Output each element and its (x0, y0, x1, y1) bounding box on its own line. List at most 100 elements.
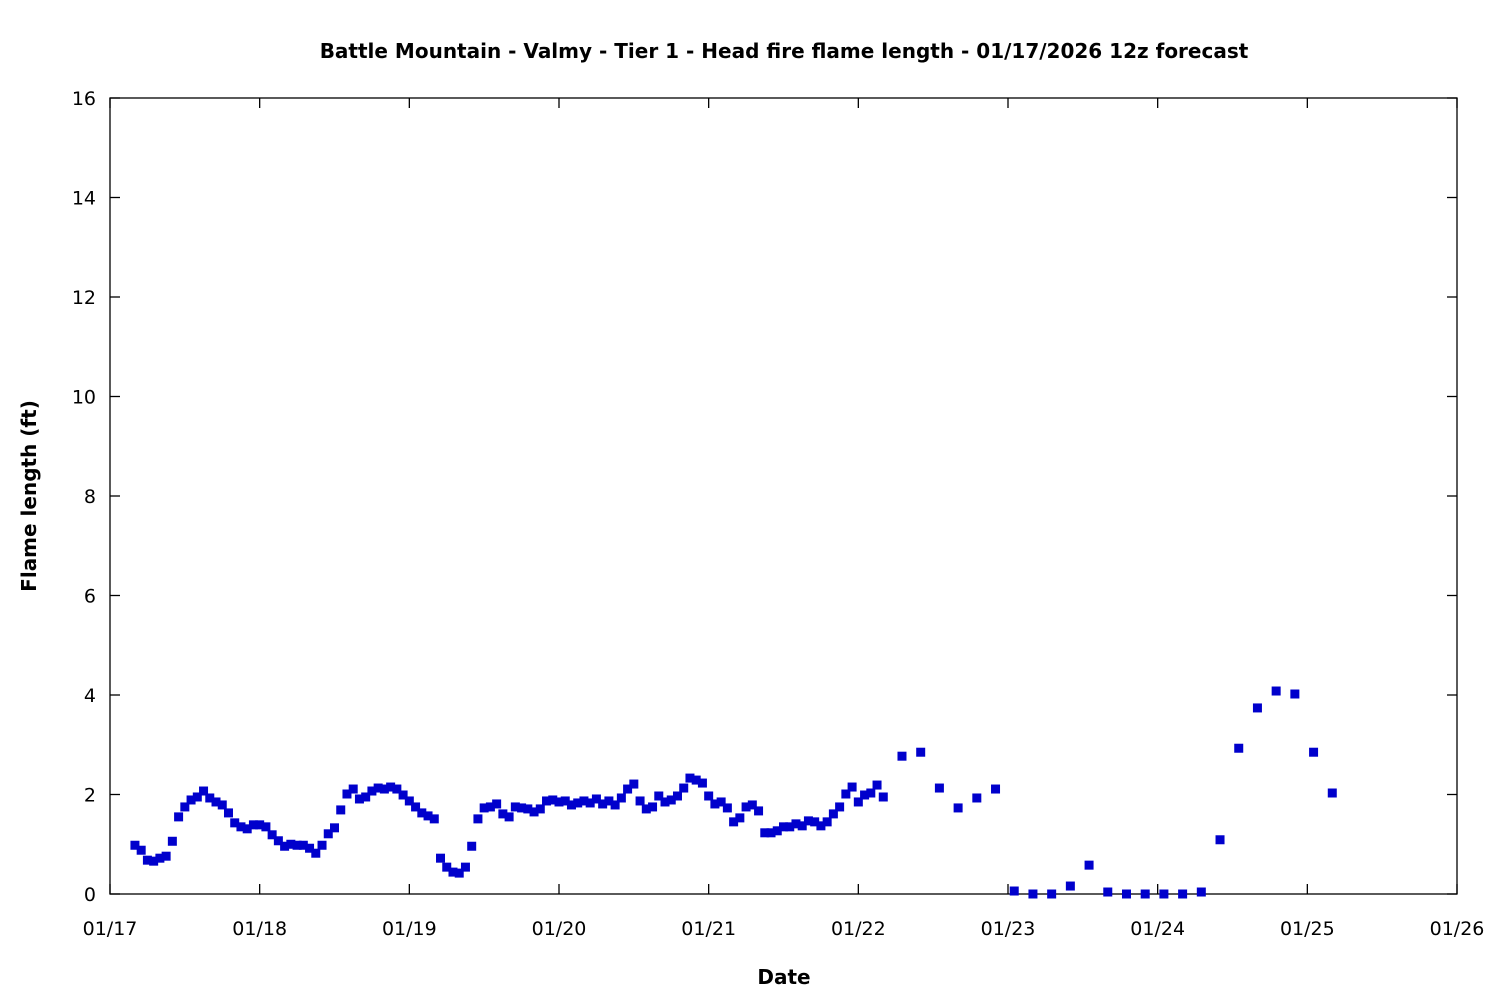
data-point (180, 802, 190, 812)
data-point (722, 803, 732, 813)
y-tick-label: 16 (72, 88, 96, 110)
data-point (1159, 889, 1169, 899)
data-point (660, 797, 670, 807)
data-point (554, 797, 564, 807)
data-point (791, 819, 801, 829)
data-point (897, 751, 907, 761)
data-point (492, 799, 502, 809)
data-point (273, 836, 283, 846)
data-point (261, 822, 271, 832)
data-point (411, 802, 421, 812)
data-point (535, 804, 545, 814)
data-point (566, 800, 576, 810)
data-point (1084, 860, 1094, 870)
data-point (1065, 881, 1075, 891)
data-point (1196, 887, 1206, 897)
data-point (167, 836, 177, 846)
data-point (672, 791, 682, 801)
x-tick-label: 01/19 (382, 918, 437, 940)
x-tick-label: 01/26 (1430, 918, 1485, 940)
data-point (317, 840, 327, 850)
data-point (130, 840, 140, 850)
data-point (1047, 889, 1057, 899)
chart-title: Battle Mountain - Valmy - Tier 1 - Head … (320, 39, 1249, 63)
data-point (510, 802, 520, 812)
data-point (810, 817, 820, 827)
data-point (504, 812, 514, 822)
data-point (442, 862, 452, 872)
data-point (155, 853, 165, 863)
data-point (916, 747, 926, 757)
data-point (336, 805, 346, 815)
data-point (498, 809, 508, 819)
data-point (616, 793, 626, 803)
data-point (666, 795, 676, 805)
data-point (529, 807, 539, 817)
data-point (779, 822, 788, 832)
y-tick-label: 2 (84, 785, 96, 807)
data-point (716, 797, 726, 807)
data-point (704, 791, 714, 801)
data-point (305, 843, 315, 853)
data-point (398, 790, 408, 800)
data-point (292, 840, 302, 850)
data-point (454, 868, 464, 878)
data-point (635, 796, 645, 806)
data-point (330, 823, 339, 833)
data-point (485, 802, 495, 812)
data-point (1140, 889, 1150, 899)
data-point (367, 786, 377, 796)
data-point (149, 856, 159, 866)
data-point (629, 779, 639, 789)
plot-frame (109, 97, 1458, 895)
data-point (816, 821, 826, 831)
data-point (205, 793, 215, 803)
data-point (1252, 703, 1262, 713)
y-tick-label: 8 (84, 486, 96, 508)
data-point (585, 798, 595, 808)
data-point (1121, 889, 1131, 899)
data-point (866, 788, 876, 798)
y-axis-label: Flame length (ft) (17, 400, 41, 592)
data-point (828, 809, 838, 819)
data-point (797, 821, 807, 831)
y-tick-label: 14 (72, 188, 96, 210)
data-point (379, 784, 389, 794)
data-point (747, 800, 757, 810)
data-point (872, 780, 882, 790)
data-point (573, 798, 583, 808)
data-point (1215, 835, 1225, 845)
data-point (473, 814, 483, 824)
data-point (697, 778, 707, 788)
axis-ticks: 01/17 01/18 01/19 01/20 01/21 01/22 01/23 01/24… (72, 88, 1485, 940)
data-point (841, 789, 851, 799)
data-point (991, 784, 1001, 794)
data-point (311, 848, 321, 858)
data-point (560, 796, 570, 806)
data-point (255, 820, 265, 830)
data-point (803, 816, 813, 826)
data-point (436, 853, 446, 863)
data-point (236, 822, 246, 832)
data-point (766, 828, 776, 838)
data-points (130, 686, 1337, 899)
data-point (142, 855, 152, 865)
data-point (1271, 686, 1281, 696)
data-point (604, 796, 614, 806)
data-point (735, 813, 745, 823)
data-point (479, 803, 489, 813)
x-tick-label: 01/18 (232, 918, 287, 940)
data-point (1234, 743, 1244, 753)
data-point (1309, 747, 1319, 757)
x-tick-label: 01/24 (1130, 918, 1185, 940)
data-point (853, 797, 863, 807)
data-point (598, 799, 608, 809)
data-point (729, 817, 739, 827)
data-point (174, 812, 184, 822)
data-point (223, 808, 233, 818)
data-point (460, 862, 470, 872)
data-point (772, 826, 782, 836)
data-point (847, 782, 857, 792)
y-tick-label: 6 (84, 586, 96, 608)
